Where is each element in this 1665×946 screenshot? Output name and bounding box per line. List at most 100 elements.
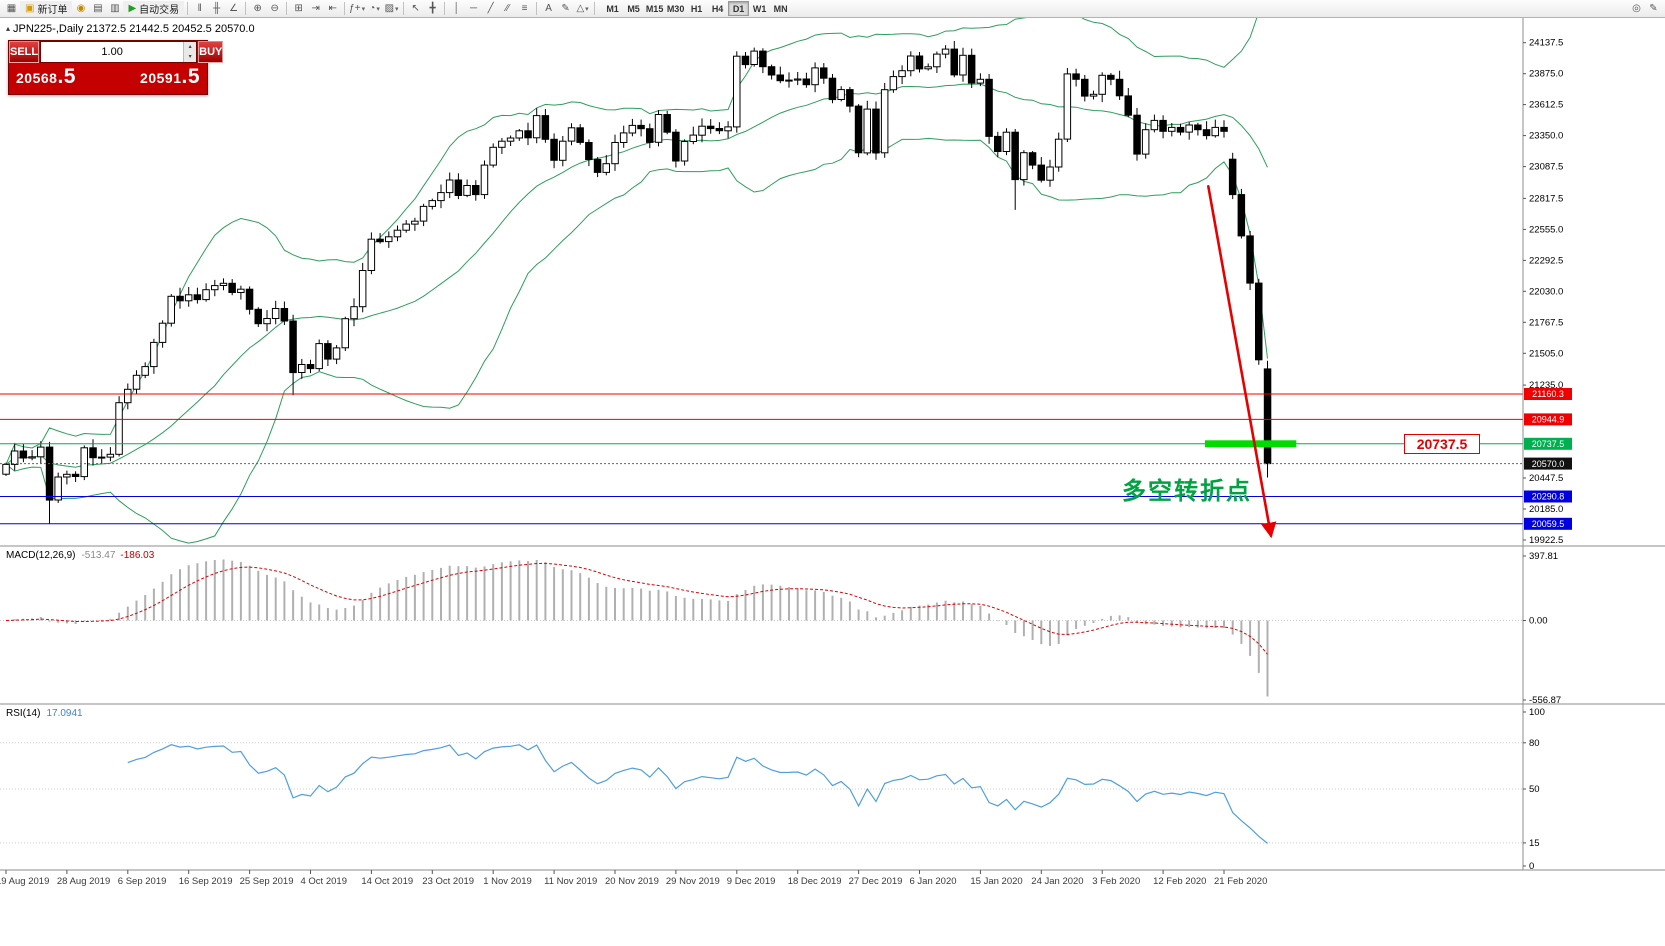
horizontal-line-icon[interactable]: ─ <box>470 3 478 14</box>
volume-down-button[interactable]: ▾ <box>184 52 197 62</box>
candle <box>506 135 515 146</box>
price-tick-label: 23087.5 <box>1529 162 1563 173</box>
candle <box>115 396 123 457</box>
candle <box>1072 68 1080 87</box>
price-tick-label: 20185.0 <box>1529 504 1563 515</box>
autotrade-button[interactable]: ▶ 自动交易 <box>123 1 185 16</box>
candle <box>1133 108 1141 161</box>
periods-icon[interactable]: ◔ ▾ <box>369 3 380 14</box>
sell-price: 20568.5 <box>16 65 76 88</box>
candle <box>680 139 689 166</box>
timeframe-button-m1[interactable]: M1 <box>606 3 619 14</box>
macd-tick-label: 397.81 <box>1529 551 1558 562</box>
candle <box>654 110 663 147</box>
timeframe-button-m5[interactable]: M5 <box>627 3 640 14</box>
candle <box>828 74 837 104</box>
candle <box>941 45 950 59</box>
buy-button[interactable]: BUY <box>198 41 224 63</box>
label-tool-icon[interactable]: ✎ <box>561 3 570 14</box>
bar-chart-icon[interactable]: ǁ <box>197 3 202 14</box>
line-chart-icon[interactable]: ∠ <box>229 3 239 14</box>
zoom-out-icon[interactable]: ⊖ <box>270 3 279 14</box>
sell-button[interactable]: SELL <box>9 41 40 63</box>
new-window-icon[interactable]: ▦ <box>6 3 17 14</box>
candle <box>271 300 280 325</box>
candle <box>907 51 915 77</box>
candle <box>706 119 715 134</box>
auto-scroll-icon[interactable]: ⇥ <box>311 3 320 14</box>
magnifier-icon[interactable]: ◎ <box>1632 3 1641 14</box>
date-axis: 19 Aug 2019 28 Aug 2019 6 Sep 2019 16 Sep 2… <box>0 870 1267 887</box>
trend-arrow[interactable] <box>1207 185 1277 539</box>
volume-input[interactable] <box>41 42 184 62</box>
candle <box>385 231 393 248</box>
crosshair-icon[interactable]: ╋ <box>429 3 436 14</box>
rsi-tick-label: 50 <box>1529 784 1540 795</box>
zoom-in-icon[interactable]: ⊕ <box>253 3 262 14</box>
candle <box>532 108 541 144</box>
chart-shift-icon[interactable]: ⇤ <box>328 3 337 14</box>
profiles-icon[interactable]: ▤ <box>93 3 103 14</box>
timeframe-button-m30[interactable]: M30 <box>666 3 685 14</box>
symbol-info-line: ▴ JPN225-,Daily 21372.5 21442.5 20452.5 2… <box>6 23 255 35</box>
candle <box>54 472 62 503</box>
candle <box>332 345 341 365</box>
timeframe-button-w1[interactable]: W1 <box>752 3 767 14</box>
support-highlight-segment[interactable] <box>1204 440 1297 448</box>
candle <box>1159 115 1167 139</box>
vertical-line-icon[interactable]: │ <box>453 3 460 14</box>
candle <box>950 41 958 78</box>
candle <box>80 445 88 481</box>
channel-icon[interactable]: ∕∕ <box>505 3 510 14</box>
candle <box>176 287 184 309</box>
shapes-icon[interactable]: △ ▾ <box>576 3 589 14</box>
candle <box>1211 119 1219 138</box>
candle <box>593 157 602 178</box>
timeframe-button-mn[interactable]: MN <box>773 3 788 14</box>
candle <box>550 133 558 169</box>
timeframe-button-m15[interactable]: M15 <box>645 3 664 14</box>
price-tick-label: 20447.5 <box>1529 473 1563 484</box>
expand-triangle-icon[interactable]: ▴ <box>6 24 11 33</box>
rsi-tick-label: 80 <box>1529 738 1540 749</box>
timeframe-button-d1[interactable]: D1 <box>728 1 750 16</box>
candle <box>63 470 71 485</box>
candle <box>689 126 697 145</box>
candle <box>811 62 819 93</box>
candle <box>733 51 741 133</box>
coin-icon[interactable]: ◉ <box>76 3 86 14</box>
candle <box>341 316 349 351</box>
chart-canvas[interactable]: 24137.5 23875.0 23612.5 23350.0 23087.5 22817… <box>0 18 1665 946</box>
candle <box>637 119 645 137</box>
timeframe-button-h4[interactable]: H4 <box>711 3 724 14</box>
candle <box>228 279 236 296</box>
indicators-icon[interactable]: ƒ+ ▾ <box>349 3 366 14</box>
candle <box>411 217 419 231</box>
fibonacci-icon[interactable]: ≡ <box>521 3 528 14</box>
svg-text:20290.8: 20290.8 <box>1532 492 1565 502</box>
candle <box>698 118 706 143</box>
candle <box>289 314 297 396</box>
templates-icon[interactable]: ▨ ▾ <box>384 3 399 14</box>
play-icon: ▶ <box>128 3 137 14</box>
volume-up-button[interactable]: ▴ <box>184 42 197 52</box>
candle <box>872 101 880 160</box>
candle <box>767 64 776 80</box>
candle <box>567 123 576 146</box>
date-tick-label: 19 Aug 2019 <box>0 876 49 887</box>
new-order-button[interactable]: ▣ 新订单 <box>20 1 73 16</box>
candle <box>820 63 828 84</box>
trendline-icon[interactable]: ╱ <box>487 3 494 14</box>
edit-icon[interactable]: ✎ <box>1649 3 1658 14</box>
toolbar-separator <box>187 2 189 15</box>
candle <box>785 72 793 88</box>
candlestick-chart-icon[interactable]: ╫ <box>213 3 221 14</box>
text-tool-icon[interactable]: A <box>545 3 552 14</box>
cursor-icon[interactable]: ↖ <box>411 3 420 14</box>
print-icon[interactable]: ▥ <box>110 3 120 14</box>
candle <box>837 86 845 102</box>
bollinger-bands <box>5 18 1268 544</box>
grid-icon[interactable]: ⊞ <box>294 3 303 14</box>
candle <box>402 220 410 233</box>
timeframe-button-h1[interactable]: H1 <box>690 3 703 14</box>
